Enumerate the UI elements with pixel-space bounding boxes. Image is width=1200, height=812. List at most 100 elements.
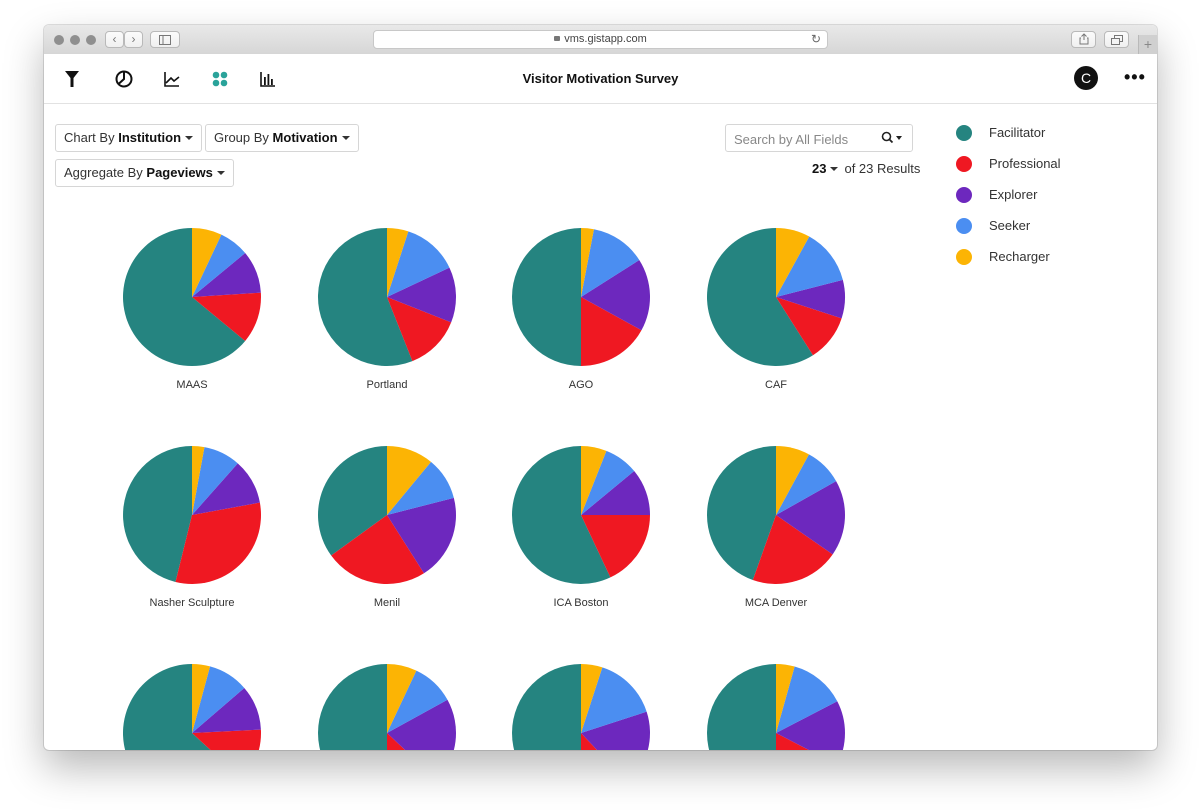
- pie-slice-professional[interactable]: [581, 297, 642, 366]
- pie-slice-explorer[interactable]: [387, 497, 456, 574]
- pie-slice-facilitator[interactable]: [123, 446, 192, 582]
- pie-slice-facilitator[interactable]: [512, 664, 581, 750]
- pie-slice-professional[interactable]: [175, 502, 261, 584]
- pie-chart[interactable]: [122, 663, 262, 750]
- bar-chart-icon[interactable]: [258, 69, 278, 89]
- avatar[interactable]: C: [1074, 66, 1098, 90]
- pie-slice-facilitator[interactable]: [317, 228, 413, 366]
- pie-chart[interactable]: [122, 227, 262, 367]
- zoom-window-icon[interactable]: [86, 35, 96, 45]
- pie-slice-seeker[interactable]: [776, 454, 837, 515]
- pie-slice-recharger[interactable]: [776, 228, 810, 297]
- pie-slice-seeker[interactable]: [192, 234, 246, 297]
- more-menu-icon[interactable]: •••: [1124, 67, 1146, 87]
- search-input[interactable]: [732, 129, 876, 149]
- reload-icon[interactable]: ↻: [810, 32, 821, 46]
- pie-chart[interactable]: [317, 663, 457, 750]
- back-button[interactable]: ‹: [105, 31, 124, 48]
- pie-slice-facilitator[interactable]: [707, 228, 813, 366]
- pie-slice-seeker[interactable]: [192, 666, 245, 733]
- results-page-size-dropdown[interactable]: 23: [812, 161, 827, 176]
- pie-chart[interactable]: [511, 445, 651, 585]
- pie-slice-professional[interactable]: [752, 515, 833, 584]
- pie-slice-professional[interactable]: [387, 297, 452, 362]
- pie-slice-facilitator[interactable]: [123, 664, 243, 750]
- pie-slice-explorer[interactable]: [581, 711, 650, 750]
- pie-chart[interactable]: [706, 227, 846, 367]
- group-by-dropdown[interactable]: Group By Motivation: [205, 124, 359, 152]
- pie-slice-recharger[interactable]: [192, 446, 205, 515]
- pie-slice-recharger[interactable]: [581, 664, 603, 733]
- pie-slice-recharger[interactable]: [387, 228, 409, 297]
- legend-label: Seeker: [989, 218, 1031, 233]
- pie-slice-explorer[interactable]: [387, 699, 456, 750]
- pie-slice-professional[interactable]: [776, 297, 842, 356]
- pie-label: CAF: [765, 379, 787, 391]
- new-tab-button[interactable]: +: [1138, 35, 1157, 54]
- pie-slice-facilitator[interactable]: [707, 446, 776, 580]
- chevron-down-icon: [216, 170, 225, 175]
- pie-slice-seeker[interactable]: [581, 229, 640, 297]
- pie-chart[interactable]: [706, 663, 846, 750]
- pie-slice-facilitator[interactable]: [318, 446, 387, 556]
- pie-chart[interactable]: [317, 227, 457, 367]
- pie-chart[interactable]: [706, 445, 846, 585]
- pie-slice-recharger[interactable]: [581, 446, 607, 515]
- pie-slice-recharger[interactable]: [776, 664, 795, 733]
- pie-chart[interactable]: [511, 227, 651, 367]
- minimize-window-icon[interactable]: [70, 35, 80, 45]
- sidebar-toggle-button[interactable]: [150, 31, 180, 48]
- pie-slice-explorer[interactable]: [387, 267, 456, 323]
- search-icon[interactable]: [881, 131, 905, 145]
- pie-slice-explorer[interactable]: [776, 481, 845, 555]
- pie-slice-professional[interactable]: [581, 515, 650, 578]
- pie-slice-explorer[interactable]: [776, 279, 845, 319]
- pie-slice-seeker[interactable]: [192, 447, 238, 515]
- share-button[interactable]: [1071, 31, 1096, 48]
- pie-slice-professional[interactable]: [331, 515, 424, 584]
- pie-slice-recharger[interactable]: [387, 664, 417, 733]
- pie-slice-facilitator[interactable]: [512, 228, 581, 366]
- pie-slice-facilitator[interactable]: [318, 664, 387, 750]
- pie-slice-seeker[interactable]: [776, 236, 843, 297]
- pie-slice-recharger[interactable]: [192, 664, 211, 733]
- pie-slice-explorer[interactable]: [192, 253, 261, 297]
- pie-chart[interactable]: [122, 445, 262, 585]
- pie-label: Portland: [366, 379, 408, 391]
- close-window-icon[interactable]: [54, 35, 64, 45]
- pie-slice-professional[interactable]: [581, 733, 628, 750]
- aggregate-by-dropdown[interactable]: Aggregate By Pageviews: [55, 159, 234, 187]
- pie-slice-professional[interactable]: [192, 292, 261, 341]
- line-chart-icon[interactable]: [162, 69, 182, 89]
- pie-chart[interactable]: [317, 445, 457, 585]
- pie-slice-explorer[interactable]: [192, 463, 260, 515]
- pie-chart-icon[interactable]: [114, 69, 134, 89]
- pie-slice-recharger[interactable]: [776, 446, 809, 515]
- pie-slice-explorer[interactable]: [192, 687, 261, 733]
- pie-chart[interactable]: [511, 663, 651, 750]
- forward-button[interactable]: ›: [124, 31, 143, 48]
- pie-slice-seeker[interactable]: [776, 666, 838, 733]
- pie-slice-professional[interactable]: [192, 729, 261, 750]
- pie-slice-explorer[interactable]: [581, 471, 650, 515]
- chart-by-dropdown[interactable]: Chart By Institution: [55, 124, 203, 152]
- tabs-button[interactable]: [1104, 31, 1129, 48]
- pie-slice-seeker[interactable]: [581, 667, 647, 733]
- multiple-pies-icon[interactable]: [210, 69, 230, 89]
- filter-icon[interactable]: [62, 69, 82, 89]
- tabs-icon: [1110, 35, 1123, 45]
- pie-slice-recharger[interactable]: [581, 228, 594, 297]
- pie-slice-recharger[interactable]: [192, 228, 222, 297]
- pie-slice-facilitator[interactable]: [707, 664, 776, 750]
- pie-slice-facilitator[interactable]: [123, 228, 246, 366]
- pie-slice-seeker[interactable]: [387, 461, 454, 515]
- pie-slice-facilitator[interactable]: [511, 446, 611, 584]
- pie-slice-explorer[interactable]: [776, 701, 845, 750]
- pie-slice-seeker[interactable]: [387, 231, 450, 297]
- pie-slice-seeker[interactable]: [387, 670, 448, 733]
- pie-slice-recharger[interactable]: [387, 446, 431, 515]
- chevron-down-icon[interactable]: [830, 166, 839, 171]
- pie-slice-explorer[interactable]: [581, 260, 651, 331]
- pie-slice-seeker[interactable]: [581, 450, 635, 515]
- address-bar[interactable]: vms.gistapp.com ↻: [373, 30, 828, 49]
